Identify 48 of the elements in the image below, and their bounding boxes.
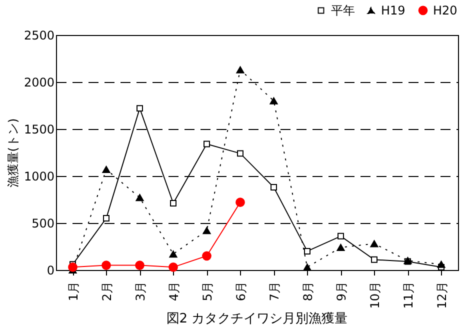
point [102,260,111,270]
legend-label: H19 [381,4,406,18]
x-tick-label: 2月 [100,282,114,302]
point [202,251,212,261]
point [303,264,312,271]
point [236,66,244,74]
point [136,194,144,202]
point [371,256,378,263]
x-tick-label: 12月 [434,282,449,309]
legend-label: H20 [433,3,458,18]
y-tick-label: 1500 [24,122,54,136]
point [103,215,110,222]
point [169,250,178,258]
point [204,140,210,148]
point [336,244,345,251]
x-tick-label: 11月 [401,282,416,309]
y-tick-label: 500 [32,216,54,230]
y-axis-title: 漁獲量(トン) [6,118,20,188]
legend-label: 平年 [331,4,355,18]
point [102,166,110,173]
point [437,260,446,268]
x-tick-label: 8月 [300,282,315,302]
point [135,260,144,270]
y-tick-label: 1000 [24,170,54,184]
text: 図2 カタクチイワシ月別漁獲量 [166,311,348,326]
y-tick-label: 2500 [24,28,54,42]
point [270,97,278,104]
x-tick-label: 1月 [66,282,80,302]
x-tick-label: 7月 [267,282,282,302]
x-tick-label: 4月 [166,282,181,302]
y-tick-label: 0 [46,264,54,278]
point [338,232,344,240]
x-tick-label: 6月 [234,282,248,302]
point [370,240,378,248]
point [202,226,211,234]
x-tick-label: 9月 [334,282,348,302]
point [270,184,277,191]
point [170,200,176,206]
point [168,262,178,272]
x-tick-label: 5月 [200,282,214,302]
y-tick-label: 2000 [24,76,54,90]
point [304,248,310,254]
x-tick-label: 3月 [133,282,148,302]
x-tick-label: 10月 [368,282,382,309]
point [237,150,244,157]
point [136,105,143,112]
point [68,262,78,272]
point [236,198,245,207]
